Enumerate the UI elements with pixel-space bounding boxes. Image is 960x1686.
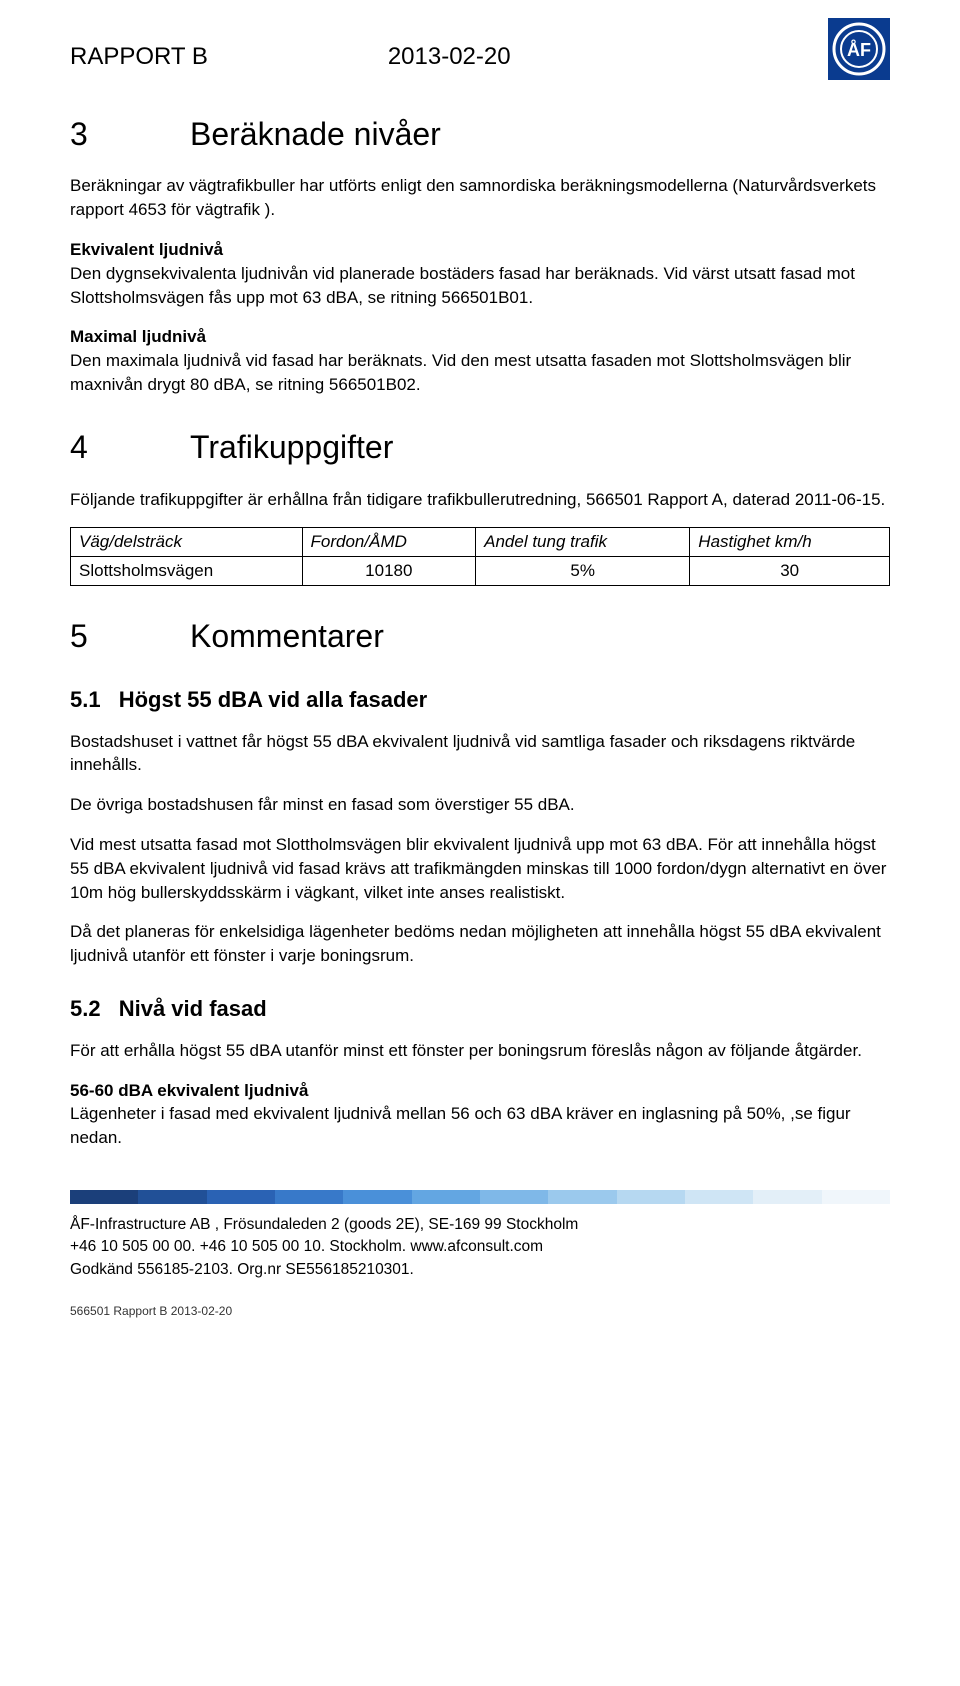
table-header: Andel tung trafik [476,528,690,557]
body-paragraph: Då det planeras för enkelsidiga lägenhet… [70,920,890,968]
body-paragraph: Följande trafikuppgifter är erhållna frå… [70,488,890,512]
subsection-number: 5.2 [70,996,101,1021]
inline-label: 56-60 dBA ekvivalent ljudnivå [70,1081,308,1100]
section-3-heading: 3 Beräknade nivåer [70,112,890,157]
footer-line: +46 10 505 00 00. +46 10 505 00 10. Stoc… [70,1236,890,1258]
body-text: Lägenheter i fasad med ekvivalent ljudni… [70,1104,851,1147]
footer-line: ÅF-Infrastructure AB , Frösundaleden 2 (… [70,1214,890,1236]
body-paragraph: Vid mest utsatta fasad mot Slottholmsväg… [70,833,890,904]
body-paragraph: 56-60 dBA ekvivalent ljudnivå Lägenheter… [70,1079,890,1150]
table-cell: 30 [690,557,890,586]
subsection-51-heading: 5.1 Högst 55 dBA vid alla fasader [70,685,890,716]
section-5-heading: 5 Kommentarer [70,614,890,659]
report-date: 2013-02-20 [388,40,511,74]
table-header: Väg/delsträck [71,528,303,557]
body-paragraph: Bostadshuset i vattnet får högst 55 dBA … [70,730,890,778]
section-number: 4 [70,425,190,470]
report-title: RAPPORT B [70,40,208,74]
table-cell: 5% [476,557,690,586]
table-header: Fordon/ÅMD [302,528,476,557]
table-cell: Slottsholmsvägen [71,557,303,586]
footnote: 566501 Rapport B 2013-02-20 [70,1303,890,1320]
doc-header: RAPPORT B 2013-02-20 3 (10) [70,40,890,74]
section-4-heading: 4 Trafikuppgifter [70,425,890,470]
table-header: Hastighet km/h [690,528,890,557]
subsection-52-heading: 5.2 Nivå vid fasad [70,994,890,1025]
logo: ÅF [828,18,890,80]
section-number: 5 [70,614,190,659]
body-text: Den maximala ljudnivå vid fasad har berä… [70,351,851,394]
body-paragraph: De övriga bostadshusen får minst en fasa… [70,793,890,817]
footer-color-bar [70,1190,890,1204]
section-number: 3 [70,112,190,157]
table-cell: 10180 [302,557,476,586]
af-logo-icon: ÅF [828,18,890,80]
svg-text:ÅF: ÅF [847,40,871,60]
traffic-table: Väg/delsträck Fordon/ÅMD Andel tung traf… [70,527,890,586]
table-row: Slottsholmsvägen 10180 5% 30 [71,557,890,586]
inline-label: Maximal ljudnivå [70,327,206,346]
subsection-number: 5.1 [70,687,101,712]
body-paragraph: Beräkningar av vägtrafikbuller har utför… [70,174,890,222]
section-title: Beräknade nivåer [190,112,441,157]
subsection-title: Nivå vid fasad [119,996,267,1021]
footer-line: Godkänd 556185-2103. Org.nr SE5561852103… [70,1259,890,1281]
table-header-row: Väg/delsträck Fordon/ÅMD Andel tung traf… [71,528,890,557]
body-paragraph: Ekvivalent ljudnivå Den dygnsekvivalenta… [70,238,890,309]
body-paragraph: För att erhålla högst 55 dBA utanför min… [70,1039,890,1063]
subsection-title: Högst 55 dBA vid alla fasader [119,687,428,712]
section-title: Kommentarer [190,614,384,659]
inline-label: Ekvivalent ljudnivå [70,240,223,259]
section-title: Trafikuppgifter [190,425,393,470]
body-paragraph: Maximal ljudnivå Den maximala ljudnivå v… [70,325,890,396]
footer-block: ÅF-Infrastructure AB , Frösundaleden 2 (… [70,1214,890,1281]
body-text: Den dygnsekvivalenta ljudnivån vid plane… [70,264,855,307]
